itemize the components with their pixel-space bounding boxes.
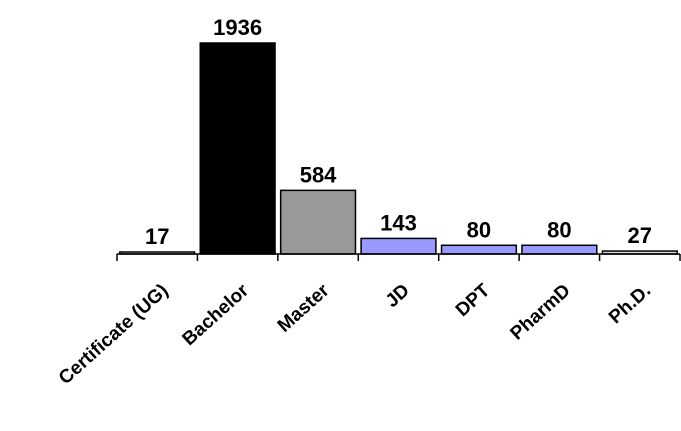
- bars-group: [119, 42, 678, 255]
- x-tick-label: Bachelor: [179, 280, 254, 350]
- x-tick-label: DPT: [452, 280, 495, 321]
- bar: [279, 189, 357, 255]
- x-axis-ticks-group: [116, 254, 681, 261]
- x-tick-label: Certificate (UG): [55, 280, 173, 389]
- data-label: 27: [628, 223, 652, 248]
- bar: [521, 244, 598, 255]
- data-label: 80: [547, 217, 571, 242]
- value-labels-group: 17 1936 584 143 80 80 27: [145, 15, 652, 249]
- data-label: 143: [380, 210, 417, 235]
- data-label: 1936: [213, 15, 262, 40]
- x-tick-label: Master: [274, 280, 334, 337]
- bar: [440, 244, 518, 255]
- x-tick-label: PharmD: [507, 280, 575, 344]
- x-tick-label: Ph.D.: [605, 280, 655, 328]
- bar: [199, 42, 276, 255]
- bar: [360, 237, 437, 255]
- x-tick-label: JD: [382, 280, 414, 312]
- x-axis-tick-labels-group: Certificate (UG) Bachelor Master JD DPT Pharm…: [55, 280, 655, 389]
- data-label: 17: [145, 224, 169, 249]
- data-label: 584: [300, 162, 337, 187]
- data-label: 80: [467, 217, 491, 242]
